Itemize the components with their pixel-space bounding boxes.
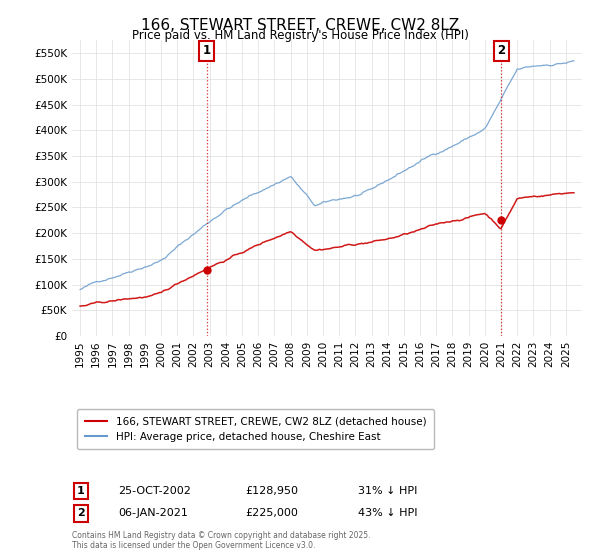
Text: Contains HM Land Registry data © Crown copyright and database right 2025.
This d: Contains HM Land Registry data © Crown c… [72,530,371,550]
Text: 2: 2 [497,44,505,57]
Text: 25-OCT-2002: 25-OCT-2002 [118,486,191,496]
Legend: 166, STEWART STREET, CREWE, CW2 8LZ (detached house), HPI: Average price, detach: 166, STEWART STREET, CREWE, CW2 8LZ (det… [77,409,434,449]
Text: 31% ↓ HPI: 31% ↓ HPI [358,486,417,496]
Text: 1: 1 [77,486,85,496]
Text: 166, STEWART STREET, CREWE, CW2 8LZ: 166, STEWART STREET, CREWE, CW2 8LZ [141,18,459,33]
Text: 43% ↓ HPI: 43% ↓ HPI [358,508,417,519]
Text: £128,950: £128,950 [245,486,298,496]
Text: 06-JAN-2021: 06-JAN-2021 [118,508,188,519]
Text: Price paid vs. HM Land Registry's House Price Index (HPI): Price paid vs. HM Land Registry's House … [131,29,469,42]
Text: 1: 1 [202,44,211,57]
Text: 2: 2 [77,508,85,519]
Text: £225,000: £225,000 [245,508,298,519]
